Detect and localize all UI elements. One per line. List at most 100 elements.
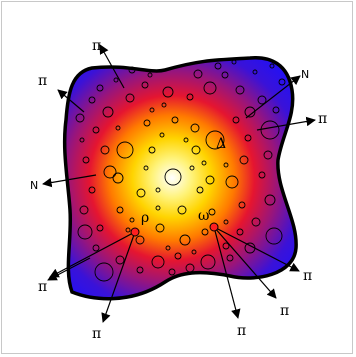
bubble xyxy=(116,141,134,159)
bubble xyxy=(168,268,176,276)
bubble xyxy=(102,106,114,118)
bubble xyxy=(155,205,161,211)
bubble xyxy=(265,227,283,245)
label-pi-bottom: π xyxy=(237,323,246,339)
bubble xyxy=(141,81,149,89)
label-pi-upper-left: π xyxy=(38,73,47,89)
label-delta: Δ xyxy=(216,136,226,152)
bubble xyxy=(113,77,119,83)
bubble xyxy=(100,145,110,155)
bubble xyxy=(258,171,266,179)
bubble xyxy=(165,245,171,251)
label-n-left: N xyxy=(30,179,38,192)
bubble xyxy=(238,201,246,209)
bubble xyxy=(226,254,234,262)
bubble xyxy=(125,227,131,233)
bubble xyxy=(92,244,100,252)
bubble xyxy=(257,95,267,105)
bubble xyxy=(252,69,258,75)
flux-arrow xyxy=(245,75,301,119)
bubble xyxy=(191,249,197,255)
bubble xyxy=(96,224,104,232)
bubble xyxy=(136,266,144,274)
bubble xyxy=(200,254,216,270)
bubble xyxy=(177,205,187,215)
bubble xyxy=(196,186,204,194)
bubble xyxy=(136,188,146,198)
emission-node xyxy=(209,222,219,232)
bubble xyxy=(129,217,135,223)
label-pi-top: π xyxy=(92,38,101,54)
bubble xyxy=(222,242,230,250)
label-rho: ρ xyxy=(141,210,149,226)
flux-arrow xyxy=(42,174,97,188)
bubble xyxy=(135,235,145,245)
bubble xyxy=(185,263,195,273)
bubble xyxy=(151,255,165,269)
bubble xyxy=(148,146,156,154)
bubble xyxy=(221,71,229,79)
flux-arrow xyxy=(101,231,136,323)
bubble xyxy=(88,186,96,194)
label-omega: ω xyxy=(198,208,209,224)
bubble xyxy=(159,132,165,138)
arrow-group xyxy=(42,44,316,323)
bubble xyxy=(162,86,174,98)
bubble xyxy=(79,205,89,215)
flux-arrow xyxy=(213,226,277,299)
bubble xyxy=(79,137,85,143)
bubble xyxy=(264,194,276,206)
flux-arrow xyxy=(57,89,85,113)
bubble xyxy=(189,165,195,171)
bubble xyxy=(161,102,167,108)
bubble xyxy=(236,228,244,236)
flux-arrow xyxy=(49,231,136,278)
node-group xyxy=(130,222,219,237)
bubble xyxy=(225,175,239,189)
bubble xyxy=(263,150,273,160)
bubble xyxy=(96,84,104,92)
bubble xyxy=(231,59,237,65)
label-n-upper-right: N xyxy=(301,68,309,81)
flux-arrow xyxy=(213,226,241,319)
bubble xyxy=(143,119,151,127)
bubble xyxy=(174,252,182,260)
bubble xyxy=(269,63,275,69)
flux-arrow xyxy=(213,226,300,272)
bubble xyxy=(278,78,286,86)
bubble xyxy=(115,255,125,265)
bubble xyxy=(193,69,203,79)
label-pi-lower-left: π xyxy=(38,279,47,295)
bubble xyxy=(214,62,222,70)
bubble xyxy=(260,120,280,140)
flux-arrow xyxy=(99,44,125,89)
bubble xyxy=(239,155,249,165)
bubble xyxy=(88,96,96,104)
flux-arrow xyxy=(256,116,316,131)
bubble xyxy=(223,162,229,168)
bubble xyxy=(201,228,209,236)
bubble xyxy=(205,130,225,150)
bubble xyxy=(155,223,165,233)
emission-node xyxy=(130,227,140,237)
bubble xyxy=(92,126,100,134)
bubble xyxy=(171,116,179,124)
bubble xyxy=(77,224,93,240)
bubble xyxy=(186,93,194,101)
bubble xyxy=(251,217,261,227)
bubble xyxy=(125,93,135,103)
bubble xyxy=(112,172,124,184)
bubble xyxy=(143,165,149,171)
bubble xyxy=(190,123,200,133)
bubble xyxy=(272,106,280,114)
bubble xyxy=(115,125,121,131)
bubble xyxy=(179,234,191,246)
label-pi-lower-right: π xyxy=(303,268,312,284)
bubble xyxy=(103,165,117,179)
bubble xyxy=(164,168,182,186)
bubble xyxy=(205,175,215,185)
bubble xyxy=(183,137,189,143)
bubble xyxy=(149,107,155,113)
bubble xyxy=(201,160,207,166)
